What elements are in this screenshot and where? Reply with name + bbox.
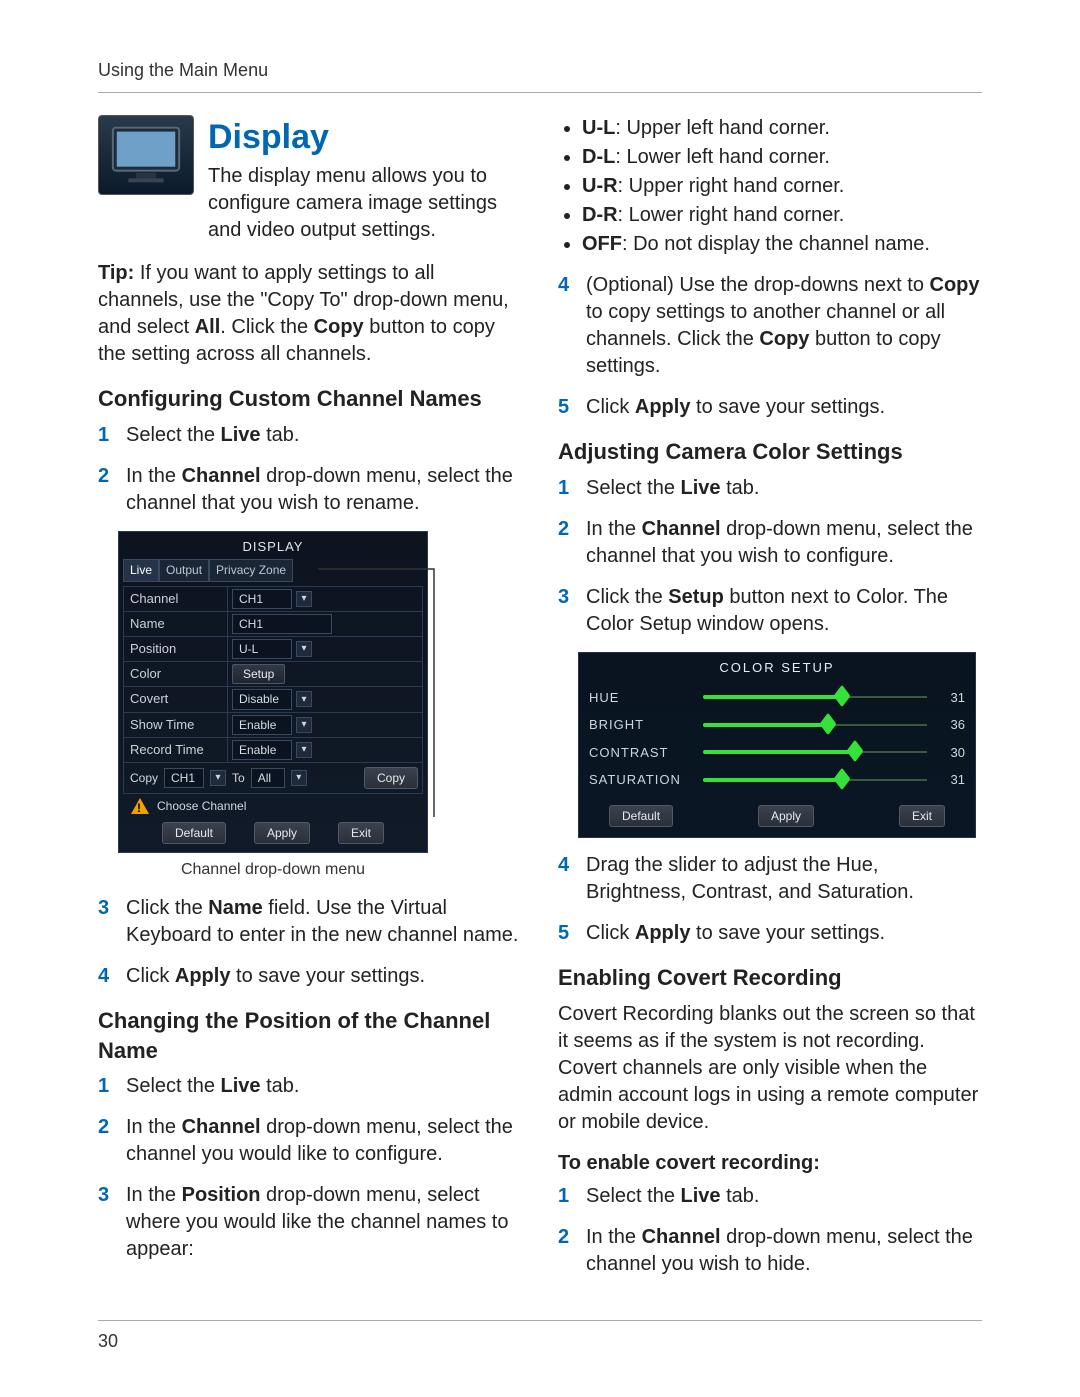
apply-button: Apply <box>254 822 310 844</box>
slider-thumb-icon <box>833 768 850 791</box>
step-item: Click Apply to save your settings. <box>98 963 522 990</box>
slider-label: CONTRAST <box>589 744 693 762</box>
section-covert-recording: Enabling Covert Recording <box>558 963 982 993</box>
step-item: Click Apply to save your settings. <box>558 920 982 947</box>
rectime-dropdown: Enable <box>232 740 292 760</box>
page-title: Display <box>208 115 522 161</box>
tab-privacy: Privacy Zone <box>209 559 293 581</box>
setup-button: Setup <box>232 664 285 684</box>
exit-button: Exit <box>899 805 945 827</box>
chevron-down-icon: ▾ <box>291 770 307 786</box>
page-number: 30 <box>98 1329 118 1353</box>
slider-value: 31 <box>937 771 965 789</box>
section-color-settings: Adjusting Camera Color Settings <box>558 437 982 467</box>
default-button: Default <box>162 822 226 844</box>
monitor-icon <box>98 115 194 195</box>
color-dialog-title: COLOR SETUP <box>589 659 965 677</box>
default-button: Default <box>609 805 673 827</box>
chevron-down-icon: ▾ <box>296 641 312 657</box>
slider-value: 36 <box>937 716 965 734</box>
screenshot-caption: Channel drop-down menu <box>118 859 428 881</box>
page-header: Using the Main Menu <box>98 58 982 93</box>
slider-row: HUE 31 <box>589 689 965 707</box>
dialog-title: DISPLAY <box>123 536 423 560</box>
chevron-down-icon: ▾ <box>210 770 226 786</box>
covert-intro: Covert Recording blanks out the screen s… <box>558 1001 982 1136</box>
exit-button: Exit <box>338 822 384 844</box>
copy-button: Copy <box>364 767 418 789</box>
step-item: In the Channel drop-down menu, select th… <box>98 1114 522 1168</box>
step-item: Select the Live tab. <box>558 475 982 502</box>
slider-row: CONTRAST 30 <box>589 744 965 762</box>
chevron-down-icon: ▾ <box>296 742 312 758</box>
name-field: CH1 <box>232 614 332 634</box>
step-item: Click the Name field. Use the Virtual Ke… <box>98 895 522 949</box>
chevron-down-icon: ▾ <box>296 691 312 707</box>
chevron-down-icon: ▾ <box>296 717 312 733</box>
slider-track <box>703 749 927 755</box>
section-changing-position: Changing the Position of the Channel Nam… <box>98 1006 522 1065</box>
section-configuring-names: Configuring Custom Channel Names <box>98 384 522 414</box>
position-dropdown: U-L <box>232 639 292 659</box>
slider-track <box>703 722 927 728</box>
slider-value: 31 <box>937 689 965 707</box>
step-item: In the Channel drop-down menu, select th… <box>558 516 982 570</box>
slider-label: BRIGHT <box>589 716 693 734</box>
chevron-down-icon: ▾ <box>296 591 312 607</box>
slider-track <box>703 777 927 783</box>
step-item: Select the Live tab. <box>98 422 522 449</box>
warning-icon <box>131 798 149 814</box>
step-item: Drag the slider to adjust the Hue, Brigh… <box>558 852 982 906</box>
slider-label: SATURATION <box>589 771 693 789</box>
footer-rule <box>98 1320 982 1321</box>
channel-dropdown: CH1 <box>232 589 292 609</box>
slider-row: SATURATION 31 <box>589 771 965 789</box>
step-item: In the Channel drop-down menu, select th… <box>98 463 522 517</box>
step-item: Click the Setup button next to Color. Th… <box>558 584 982 638</box>
showtime-dropdown: Enable <box>232 715 292 735</box>
slider-track <box>703 694 927 700</box>
tip-paragraph: Tip: If you want to apply settings to al… <box>98 260 522 368</box>
slider-thumb-icon <box>847 740 864 763</box>
slider-thumb-icon <box>820 713 837 736</box>
covert-dropdown: Disable <box>232 689 292 709</box>
position-options-list: U-L: Upper left hand corner. D-L: Lower … <box>558 115 982 258</box>
slider-thumb-icon <box>833 685 850 708</box>
step-item: In the Channel drop-down menu, select th… <box>558 1224 982 1278</box>
step-item: In the Position drop-down menu, select w… <box>98 1182 522 1263</box>
step-item: Click Apply to save your settings. <box>558 394 982 421</box>
display-dialog-screenshot: DISPLAY Live Output Privacy Zone Channel… <box>118 531 428 854</box>
slider-value: 30 <box>937 744 965 762</box>
apply-button: Apply <box>758 805 814 827</box>
color-setup-screenshot: COLOR SETUP HUE 31 BRIGHT 36 CONTRAST 30 SATUR… <box>578 652 976 838</box>
tab-live: Live <box>123 559 159 581</box>
step-item: Select the Live tab. <box>98 1073 522 1100</box>
slider-row: BRIGHT 36 <box>589 716 965 734</box>
slider-label: HUE <box>589 689 693 707</box>
covert-subheading: To enable covert recording: <box>558 1150 982 1177</box>
tab-output: Output <box>159 559 209 581</box>
step-item: (Optional) Use the drop-downs next to Co… <box>558 272 982 380</box>
intro-text: The display menu allows you to configure… <box>208 165 497 241</box>
step-item: Select the Live tab. <box>558 1183 982 1210</box>
